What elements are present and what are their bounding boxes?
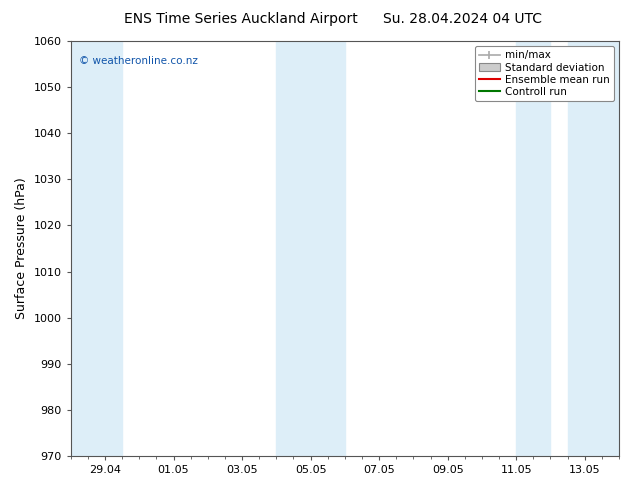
Bar xyxy=(567,41,619,456)
Y-axis label: Surface Pressure (hPa): Surface Pressure (hPa) xyxy=(15,178,28,319)
Text: © weatheronline.co.nz: © weatheronline.co.nz xyxy=(79,55,198,66)
Bar xyxy=(71,41,122,456)
Legend: min/max, Standard deviation, Ensemble mean run, Controll run: min/max, Standard deviation, Ensemble me… xyxy=(475,46,614,101)
Text: ENS Time Series Auckland Airport: ENS Time Series Auckland Airport xyxy=(124,12,358,26)
Text: Su. 28.04.2024 04 UTC: Su. 28.04.2024 04 UTC xyxy=(384,12,542,26)
Bar xyxy=(516,41,550,456)
Bar xyxy=(276,41,345,456)
